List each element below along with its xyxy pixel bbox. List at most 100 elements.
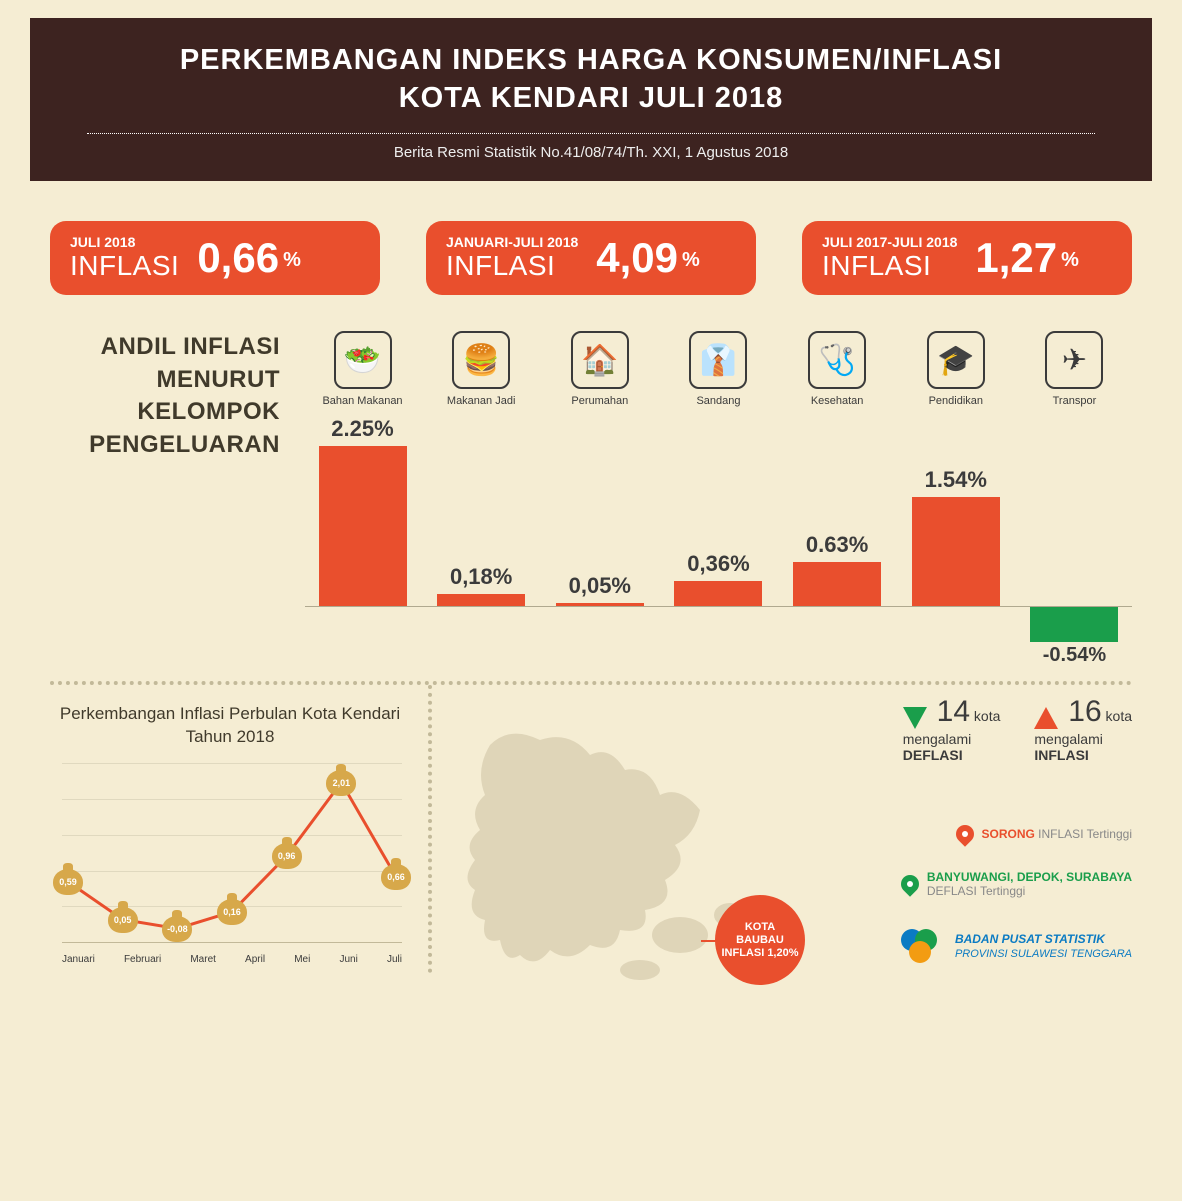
stat-box-ytd: JANUARI-JULI 2018 INFLASI 4,09% [426, 221, 756, 295]
deflasi-unit: kota [974, 708, 1000, 724]
stat-pct: % [1061, 249, 1079, 271]
bar-column: 2.25% [305, 416, 420, 606]
month-label: Maret [190, 954, 216, 965]
header: PERKEMBANGAN INDEKS HARGA KONSUMEN/INFLA… [30, 18, 1152, 181]
stat-period: JULI 2018 [70, 234, 179, 250]
line-chart-svg [50, 763, 410, 973]
month-label: Februari [124, 954, 161, 965]
bar-value: 0.63% [806, 532, 868, 558]
baubau-bubble: KOTA BAUBAU INFLASI 1,20% [715, 895, 805, 985]
category-icon-cell: 🥗Bahan Makanan [305, 331, 420, 407]
deflasi-stat: 14 kota mengalami DEFLASI [903, 695, 1001, 763]
bps-text: BADAN PUSAT STATISTIK PROVINSI SULAWESI … [955, 932, 1132, 960]
category-label: Kesehatan [780, 395, 895, 407]
inflasi-l3: INFLASI [1034, 747, 1132, 763]
category-icon: 🩺 [808, 331, 866, 389]
category-icon: 👔 [689, 331, 747, 389]
category-label: Pendidikan [898, 395, 1013, 407]
neg-column [542, 607, 657, 667]
inflasi-stat: 16 kota mengalami INFLASI [1034, 695, 1132, 763]
pin-green-rest: DEFLASI Tertinggi [927, 884, 1026, 898]
line-point-bag: 0,59 [53, 869, 83, 895]
inflasi-unit: kota [1106, 708, 1132, 724]
arrow-up-icon [1034, 707, 1058, 729]
category-icon-cell: 🍔Makanan Jadi [424, 331, 539, 407]
bps-line1: BADAN PUSAT STATISTIK [955, 932, 1105, 946]
category-label: Makanan Jadi [424, 395, 539, 407]
deflasi-l3: DEFLASI [903, 747, 1001, 763]
bubble-l3: INFLASI 1,20% [721, 947, 798, 960]
stat-label: INFLASI [446, 250, 578, 282]
month-label: April [245, 954, 265, 965]
bar-value: 1.54% [925, 467, 987, 493]
bar-rect [793, 562, 881, 607]
stat-pct: % [682, 249, 700, 271]
city-stats: 14 kota mengalami DEFLASI 16 kota mengal… [903, 695, 1132, 763]
neg-bar-value: -0.54% [1043, 644, 1106, 667]
bar-value: 0,18% [450, 564, 512, 590]
category-icon: 🥗 [334, 331, 392, 389]
line-point-bag: 0,96 [272, 843, 302, 869]
island-4 [620, 960, 660, 980]
bar-rect [437, 594, 525, 607]
pin-sorong: SORONG INFLASI Tertinggi [956, 825, 1133, 843]
stat-label: INFLASI [70, 250, 179, 282]
category-icon-cell: 🩺 Kesehatan [780, 331, 895, 407]
bar-rect [912, 497, 1000, 607]
bar-column: 0,05% [542, 573, 657, 607]
pin-red-bold: SORONG [982, 827, 1035, 841]
arrow-down-icon [903, 707, 927, 729]
line-chart-title: Perkembangan Inflasi Perbulan Kota Kenda… [50, 703, 410, 749]
category-icon-cell: ✈Transpor [1017, 331, 1132, 407]
header-subtitle: Berita Resmi Statistik No.41/08/74/Th. X… [60, 144, 1122, 161]
title-line2: KOTA KENDARI JULI 2018 [399, 82, 784, 114]
neg-column: -0.54% [1017, 607, 1132, 667]
map-panel: KOTA BAUBAU INFLASI 1,20% 14 kota mengal… [450, 685, 1132, 973]
stat-box-juli: JULI 2018 INFLASI 0,66% [50, 221, 380, 295]
month-label: Januari [62, 954, 95, 965]
neg-column [780, 607, 895, 667]
inflasi-count: 16 [1068, 695, 1101, 729]
category-icon: ✈ [1045, 331, 1103, 389]
title-line1: PERKEMBANGAN INDEKS HARGA KONSUMEN/INFLA… [180, 44, 1002, 76]
stat-box-yoy: JULI 2017-JULI 2018 INFLASI 1,27% [802, 221, 1132, 295]
month-label: Mei [294, 954, 310, 965]
bottom-section: Perkembangan Inflasi Perbulan Kota Kenda… [50, 685, 1132, 973]
category-label: Perumahan [542, 395, 657, 407]
pin-icon-red [952, 822, 977, 847]
bar-chart-title: ANDIL INFLASIMENURUTKELOMPOKPENGELUARAN [50, 331, 305, 667]
bps-line2: PROVINSI SULAWESI TENGGARA [955, 948, 1132, 960]
bubble-l1: KOTA [745, 921, 775, 934]
bps-logo-icon [901, 929, 945, 963]
bar-value: 2.25% [331, 416, 393, 442]
stat-boxes: JULI 2018 INFLASI 0,66% JANUARI-JULI 201… [50, 221, 1132, 295]
category-icon: 🏠 [571, 331, 629, 389]
stat-value: 4,09 [596, 234, 678, 281]
line-point-bag: 0,16 [217, 899, 247, 925]
stat-value: 1,27 [975, 234, 1057, 281]
stat-pct: % [283, 249, 301, 271]
bubble-l2: BAUBAU [736, 934, 784, 947]
category-icon-cell: 🎓 Pendidikan [898, 331, 1013, 407]
bar-rect [674, 581, 762, 607]
neg-column [898, 607, 1013, 667]
category-label: Sandang [661, 395, 776, 407]
pin-banyuwangi: BANYUWANGI, DEPOK, SURABAYA DEFLASI Tert… [901, 870, 1132, 898]
line-point-bag: 2,01 [326, 770, 356, 796]
month-label: Juni [339, 954, 357, 965]
page: PERKEMBANGAN INDEKS HARGA KONSUMEN/INFLA… [0, 18, 1182, 1201]
bar-chart-section: ANDIL INFLASIMENURUTKELOMPOKPENGELUARAN … [50, 331, 1132, 667]
month-label: Juli [387, 954, 402, 965]
category-icon: 🎓 [927, 331, 985, 389]
island-2 [652, 917, 708, 953]
pin-green-bold: BANYUWANGI, DEPOK, SURABAYA [927, 870, 1132, 884]
bar-value: 0,36% [687, 551, 749, 577]
deflasi-l2: mengalami [903, 731, 1001, 747]
bar-value: 0,05% [569, 573, 631, 599]
line-point-bag: 0,66 [381, 864, 411, 890]
bar-rect [319, 446, 407, 606]
neg-column [424, 607, 539, 667]
line-point-bag: 0,05 [108, 907, 138, 933]
neg-column [661, 607, 776, 667]
stat-period: JANUARI-JULI 2018 [446, 234, 578, 250]
